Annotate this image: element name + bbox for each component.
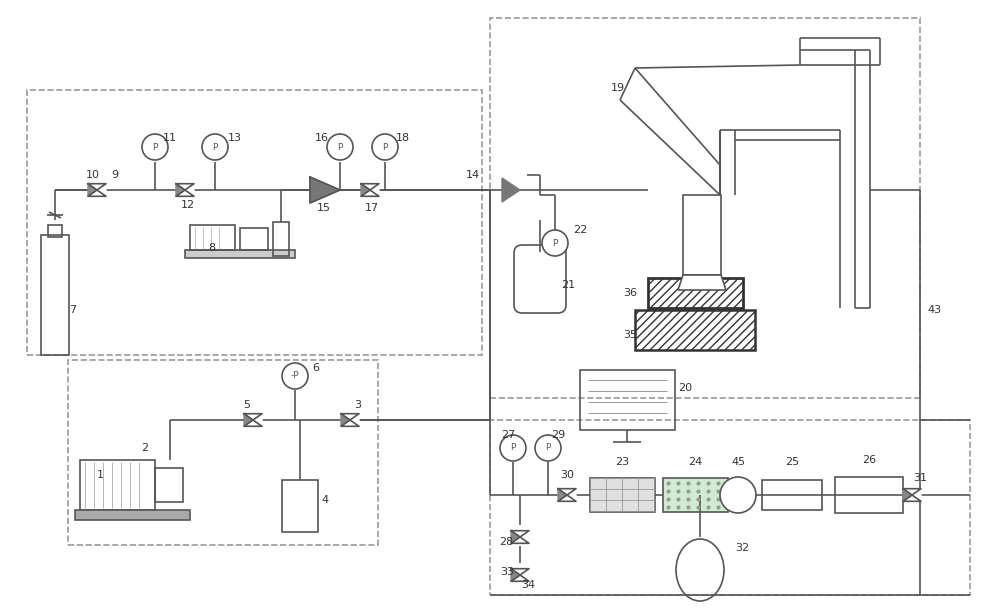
Text: 2: 2 [141,443,149,453]
Text: 21: 21 [561,280,575,290]
Circle shape [542,230,568,256]
Circle shape [720,477,756,513]
Bar [762,480,822,510]
Bar [490,420,970,595]
Bar [185,250,295,258]
Text: 24: 24 [688,457,702,467]
Bar [27,90,482,355]
Text: 14: 14 [466,170,480,180]
Polygon shape [567,489,576,501]
Text: 35: 35 [623,330,637,340]
Text: 17: 17 [365,203,379,213]
Text: 26: 26 [862,455,876,465]
Text: 23: 23 [615,457,629,467]
Text: 1: 1 [97,470,104,480]
Text: 36: 36 [623,288,637,298]
Polygon shape [310,177,340,203]
Polygon shape [678,275,726,290]
Text: 32: 32 [735,543,749,553]
Bar [75,510,190,520]
Text: 3: 3 [355,400,362,410]
Polygon shape [903,489,912,501]
Bar [590,478,655,512]
Text: P: P [545,443,551,452]
Bar [490,18,920,398]
Polygon shape [185,184,194,196]
Text: 19: 19 [611,83,625,93]
Text: P: P [212,142,218,151]
Text: 5: 5 [244,400,251,410]
Text: 33: 33 [500,567,514,577]
Bar [190,225,235,250]
Text: 29: 29 [551,430,565,440]
Text: 45: 45 [731,457,745,467]
Text: P: P [382,142,388,151]
Polygon shape [558,489,567,501]
Polygon shape [511,569,520,581]
Bar [635,310,755,350]
Polygon shape [88,184,97,196]
Circle shape [202,134,228,160]
Circle shape [535,435,561,461]
Text: -P: -P [291,371,299,381]
Circle shape [282,363,308,389]
Bar [580,370,675,430]
Text: 30: 30 [560,470,574,480]
Text: 20: 20 [678,383,692,393]
Bar [80,460,155,510]
Bar [663,478,728,512]
Text: 15: 15 [317,203,331,213]
Polygon shape [176,184,185,196]
Text: 4: 4 [321,495,329,505]
Bar [835,477,903,513]
Text: 43: 43 [928,305,942,315]
Circle shape [327,134,353,160]
Text: 6: 6 [313,363,320,373]
Text: 22: 22 [573,225,587,235]
Text: 25: 25 [785,457,799,467]
Text: 13: 13 [228,133,242,143]
Bar [683,195,721,275]
Polygon shape [520,569,529,581]
Circle shape [372,134,398,160]
Bar [273,222,289,256]
Text: 10: 10 [86,170,100,180]
Text: 12: 12 [181,200,195,210]
Text: 34: 34 [521,580,535,590]
Text: P: P [552,238,558,248]
Polygon shape [370,184,379,196]
Polygon shape [361,184,370,196]
Bar [282,480,318,532]
Polygon shape [253,414,262,426]
Bar [155,468,183,502]
Text: 11: 11 [163,133,177,143]
Text: P: P [152,142,158,151]
Text: 28: 28 [499,537,513,547]
Text: 31: 31 [913,473,927,483]
Bar [41,235,69,355]
Circle shape [142,134,168,160]
Text: 27: 27 [501,430,515,440]
Bar [240,228,268,250]
Polygon shape [97,184,106,196]
Polygon shape [912,489,921,501]
Text: 16: 16 [315,133,329,143]
Polygon shape [341,414,350,426]
Bar [68,360,378,545]
Text: 8: 8 [208,243,216,253]
Polygon shape [350,414,359,426]
Polygon shape [244,414,253,426]
Text: P: P [337,142,343,151]
Text: 18: 18 [396,133,410,143]
Bar [648,278,743,308]
Polygon shape [502,178,520,202]
Text: 9: 9 [111,170,119,180]
Text: 7: 7 [69,305,77,315]
Text: P: P [510,443,516,452]
Polygon shape [520,531,529,543]
Circle shape [500,435,526,461]
Polygon shape [511,531,520,543]
Bar [48,225,62,237]
